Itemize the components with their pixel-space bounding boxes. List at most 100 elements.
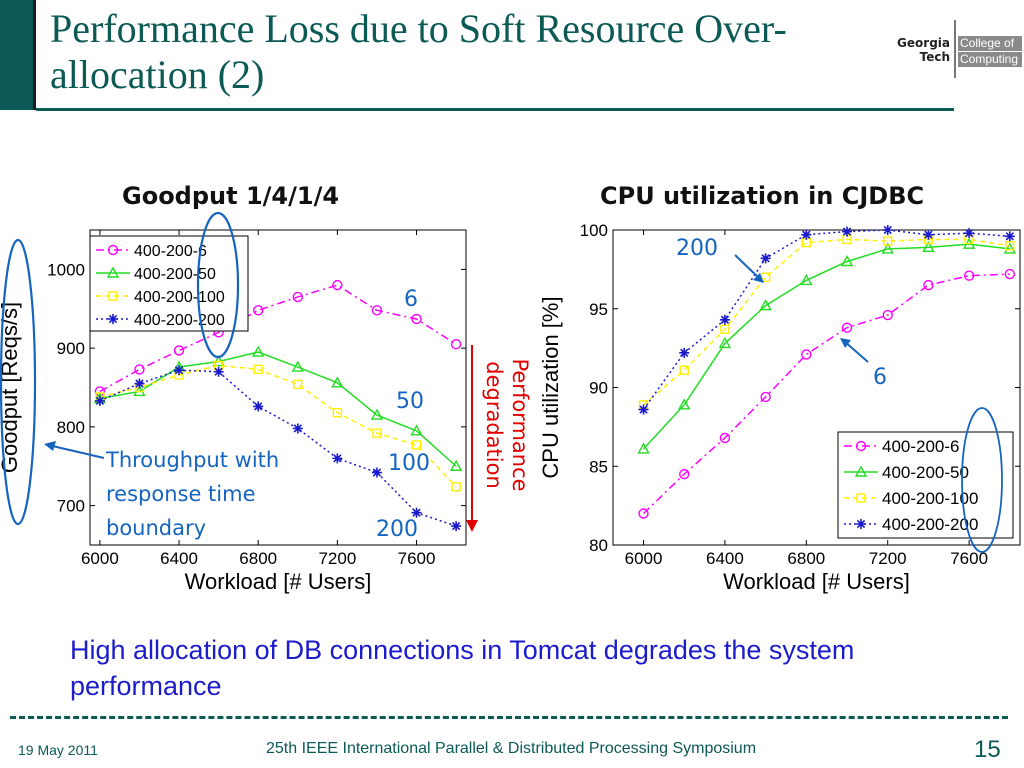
y-axis-highlight-ellipse bbox=[0, 238, 37, 526]
series-0-2 bbox=[95, 360, 461, 492]
x-tick-label-0-1: 6400 bbox=[160, 549, 198, 568]
data-point-0-1-5 bbox=[291, 360, 304, 372]
logo-wordmark: Georgia Tech bbox=[896, 36, 950, 64]
chart-1: 6000 6400 6800 7200 7600 80 85 90 95 100 Workload … bbox=[538, 221, 1021, 594]
legend-marker-1-0 bbox=[855, 440, 867, 452]
series-line-1-1 bbox=[642, 243, 1010, 450]
data-point-0-3-3 bbox=[213, 366, 224, 377]
data-point-1-0-6 bbox=[882, 309, 893, 321]
logo-dept-line-1: College of bbox=[958, 36, 1022, 51]
x-axis-label-0: Workload [# Users] bbox=[185, 569, 372, 594]
goodput-annotations: 6 50 100 200 Throughput with response time bou… bbox=[0, 211, 532, 542]
x-tick-label-1-3: 7200 bbox=[869, 549, 907, 568]
series-line-0-0 bbox=[99, 284, 457, 393]
cpu-arrowhead-6 bbox=[840, 338, 851, 348]
throughput-note-arrow bbox=[47, 444, 105, 459]
data-point-1-0-2 bbox=[719, 432, 731, 444]
data-point-1-3-2 bbox=[719, 314, 730, 325]
throughput-note-line-2: boundary bbox=[106, 516, 206, 540]
degradation-arrowhead bbox=[466, 520, 478, 532]
data-point-0-3-5 bbox=[292, 423, 303, 434]
y-tick-label-0-0: 700 bbox=[57, 497, 85, 516]
data-point-0-3-0 bbox=[94, 395, 105, 406]
x-tick-label-1-4: 7600 bbox=[950, 549, 988, 568]
legend-marker-1-2 bbox=[856, 493, 866, 503]
legend-marker-0-2 bbox=[108, 291, 118, 301]
data-point-0-0-7 bbox=[371, 305, 383, 316]
data-point-0-2-7 bbox=[372, 428, 382, 438]
slide-summary: High allocation of DB connections in Tom… bbox=[70, 635, 855, 701]
data-point-1-0-4 bbox=[801, 349, 812, 360]
data-point-0-0-6 bbox=[332, 279, 343, 291]
data-point-0-2-5 bbox=[293, 379, 303, 390]
data-point-1-0-7 bbox=[923, 279, 934, 291]
legend-marker-0-0 bbox=[107, 244, 119, 256]
data-point-0-3-7 bbox=[371, 467, 382, 478]
data-point-1-3-6 bbox=[882, 225, 893, 235]
x-tick-label-1-1: 6400 bbox=[706, 549, 744, 568]
data-point-1-0-5 bbox=[841, 322, 853, 333]
annotation-label-200: 200 bbox=[376, 517, 418, 542]
cpu-chart-title: CPU utilization in CJDBC bbox=[600, 182, 925, 210]
data-point-1-1-2 bbox=[718, 336, 732, 349]
cpu-annotation-label-200: 200 bbox=[676, 236, 718, 261]
y-tick-label-1-2: 90 bbox=[589, 379, 608, 398]
legend-label-1-3: 400-200-200 bbox=[882, 515, 978, 534]
data-point-1-2-2 bbox=[720, 324, 730, 334]
legend-label-1-2: 400-200-100 bbox=[882, 489, 978, 508]
x-tick-label-0-0: 6000 bbox=[81, 549, 119, 568]
logo-separator bbox=[954, 20, 956, 78]
degradation-note-line-0: Performance bbox=[508, 358, 532, 491]
series-1-1 bbox=[637, 237, 1017, 454]
logo-line-1: Georgia bbox=[897, 36, 950, 50]
series-line-1-2 bbox=[643, 238, 1010, 406]
data-point-1-0-1 bbox=[679, 468, 690, 480]
data-point-0-0-9 bbox=[450, 338, 462, 350]
data-point-1-1-9 bbox=[1003, 242, 1017, 254]
x-tick-label-0-3: 7200 bbox=[318, 549, 356, 568]
data-point-1-3-9 bbox=[1004, 231, 1015, 242]
data-point-0-0-1 bbox=[134, 364, 145, 375]
legend-label-1-1: 400-200-50 bbox=[882, 463, 969, 482]
data-point-1-2-6 bbox=[883, 236, 893, 246]
footer-date: 19 May 2011 bbox=[18, 742, 98, 758]
y-tick-label-0-1: 800 bbox=[57, 418, 85, 437]
data-point-1-0-8 bbox=[963, 270, 975, 281]
y-tick-label-0-3: 1000 bbox=[47, 260, 85, 279]
legend-marker-0-3 bbox=[108, 314, 118, 324]
data-point-1-3-4 bbox=[801, 229, 812, 240]
data-point-0-3-8 bbox=[411, 507, 422, 518]
data-point-0-0-2 bbox=[173, 345, 185, 356]
series-1-3 bbox=[638, 225, 1015, 415]
logo-dept-line-2: Computing bbox=[958, 52, 1022, 67]
data-point-0-0-8 bbox=[411, 313, 422, 325]
data-point-1-1-5 bbox=[840, 255, 854, 267]
data-point-0-1-8 bbox=[410, 424, 423, 436]
data-point-0-2-6 bbox=[332, 408, 343, 418]
title-side-bar bbox=[0, 0, 36, 110]
data-point-1-1-0 bbox=[637, 442, 650, 454]
logo-line-2: Tech bbox=[919, 50, 950, 64]
data-point-0-1-4 bbox=[252, 345, 265, 357]
series-1-0 bbox=[638, 268, 1016, 519]
annotation-label-6: 6 bbox=[404, 287, 418, 312]
legend-label-1-0: 400-200-6 bbox=[882, 437, 960, 456]
data-point-0-3-1 bbox=[134, 378, 145, 389]
data-point-1-3-8 bbox=[964, 228, 975, 239]
y-tick-label-1-0: 80 bbox=[589, 536, 608, 555]
data-point-1-0-3 bbox=[760, 391, 771, 403]
cpu-highlight-ellipse bbox=[961, 407, 1003, 553]
page-number: 15 bbox=[974, 736, 1001, 763]
data-point-0-0-4 bbox=[253, 305, 264, 316]
degradation-note-line-1: degradation bbox=[482, 361, 506, 489]
legend-marker-1-1 bbox=[854, 465, 868, 477]
data-point-1-3-0 bbox=[638, 404, 649, 415]
y-tick-label-1-3: 95 bbox=[589, 300, 608, 319]
data-point-0-2-9 bbox=[451, 482, 461, 492]
series-line-1-0 bbox=[643, 273, 1010, 515]
data-point-0-3-4 bbox=[253, 401, 264, 412]
throughput-note-arrowhead bbox=[44, 441, 56, 451]
footer-divider bbox=[10, 716, 1008, 719]
cpu-arrow-6 bbox=[843, 340, 869, 363]
